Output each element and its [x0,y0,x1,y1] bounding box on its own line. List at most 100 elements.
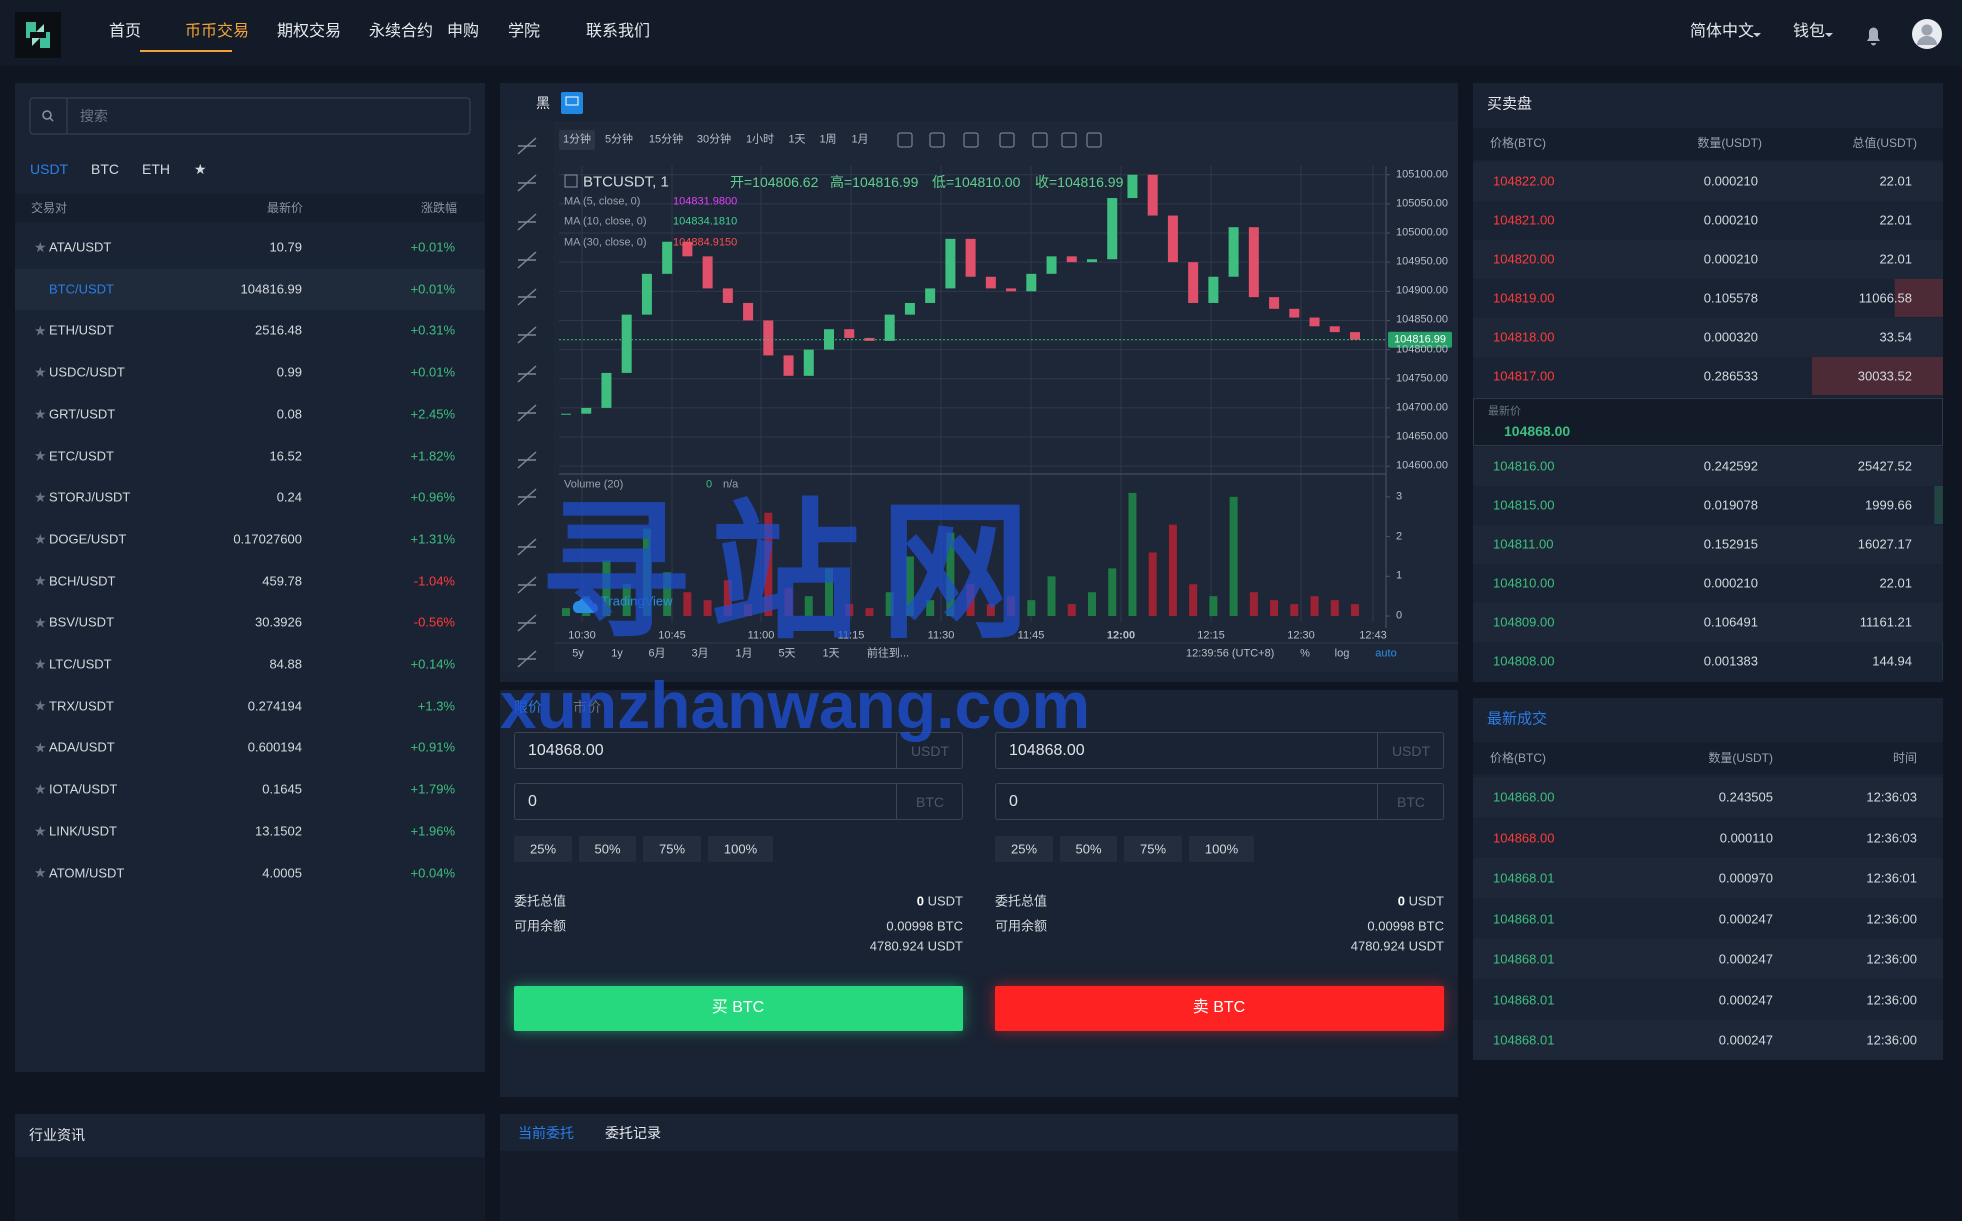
pair-name[interactable]: ETH/USDT [49,322,114,338]
percent-button[interactable] [1124,836,1182,862]
range-button[interactable]: 前往到... [866,647,910,660]
drawing-tool[interactable] [517,365,537,383]
pair-name[interactable]: ETC/USDT [49,448,114,463]
legend-toggle[interactable] [564,174,578,188]
toolbar-icon[interactable] [963,132,979,148]
favorite-star[interactable]: ★ [34,531,47,547]
order-type-tab[interactable]: 限价 [514,699,542,715]
drawing-tool[interactable] [517,538,537,556]
drawing-tool[interactable] [517,213,537,231]
form-input[interactable] [995,783,1444,820]
scale-option[interactable]: auto [1375,647,1397,660]
favorite-star[interactable]: ★ [34,489,47,505]
drawing-tool[interactable] [517,288,537,306]
favorite-star[interactable]: ★ [34,614,47,630]
favorite-star[interactable]: ★ [34,322,47,338]
wallet-menu[interactable]: 钱包 [1793,23,1826,40]
pair-name[interactable]: BCH/USDT [49,573,116,589]
drawing-tool[interactable] [517,174,537,192]
pair-name[interactable]: LINK/USDT [49,823,117,839]
range-button[interactable]: 1天 [822,647,840,660]
drawing-tool[interactable] [517,650,537,668]
interval-button[interactable]: 1月 [851,133,869,146]
pair-name[interactable]: DOGE/USDT [49,531,127,547]
market-tab[interactable]: BTC [91,161,119,177]
interval-button[interactable]: 1天 [788,133,806,146]
range-button[interactable]: 6月 [648,647,666,660]
market-tab[interactable]: USDT [30,161,69,177]
favorite-star[interactable]: ★ [34,823,47,839]
toolbar-icon[interactable] [1032,132,1048,148]
nav-item[interactable]: 永续合约 [369,23,434,40]
drawing-tool[interactable] [517,451,537,469]
nav-item[interactable]: 联系我们 [586,23,651,40]
toolbar-icon[interactable] [999,132,1015,148]
pair-name[interactable]: LTC/USDT [49,656,112,672]
interval-button[interactable]: 5分钟 [604,133,634,146]
form-input[interactable] [514,783,963,820]
pair-name[interactable]: ATA/USDT [49,239,112,255]
favorite-star[interactable]: ★ [34,739,47,755]
percent-button[interactable] [1060,836,1117,862]
nav-item[interactable]: 学院 [508,23,541,40]
form-input[interactable] [514,732,963,769]
interval-button[interactable]: 1分钟 [562,133,592,146]
percent-button[interactable] [708,836,773,862]
drawing-tool[interactable] [517,576,537,594]
toolbar-icon[interactable] [1061,132,1077,148]
scale-option[interactable]: log [1334,647,1350,660]
favorite-star[interactable]: ★ [34,239,47,255]
nav-item[interactable]: 期权交易 [277,23,342,40]
pair-name[interactable]: BTC/USDT [49,281,114,297]
favorite-star[interactable]: ★ [34,865,47,881]
pair-name[interactable]: STORJ/USDT [49,489,131,505]
toolbar-icon[interactable] [897,132,913,148]
market-tab[interactable]: ★ [194,161,207,177]
drawing-tool[interactable] [517,488,537,506]
percent-button[interactable] [995,836,1053,862]
form-input[interactable] [995,732,1444,769]
percent-button[interactable] [514,836,572,862]
search-box[interactable] [29,97,471,135]
interval-button[interactable]: 1周 [819,133,837,146]
favorite-star[interactable]: ★ [34,364,47,380]
nav-item[interactable]: 申购 [447,23,480,40]
drawing-tool[interactable] [517,251,537,269]
range-button[interactable]: 5天 [778,647,796,660]
pair-name[interactable]: ATOM/USDT [49,865,125,880]
sell-button[interactable] [995,986,1444,1031]
drawing-tool[interactable] [517,326,537,344]
pair-name[interactable]: BSV/USDT [49,614,115,630]
favorite-star[interactable]: ★ [34,698,47,714]
pair-name[interactable]: USDC/USDT [49,364,125,380]
range-button[interactable]: 3月 [691,647,709,660]
orders-tab[interactable]: 当前委托 [518,1125,574,1141]
range-button[interactable]: 1月 [735,647,753,660]
interval-button[interactable]: 15分钟 [648,133,684,146]
toolbar-icon[interactable] [1086,132,1102,148]
pair-name[interactable]: IOTA/USDT [49,781,118,797]
logo[interactable] [15,12,61,58]
pair-name[interactable]: ADA/USDT [49,739,115,755]
favorite-star[interactable]: ★ [34,573,47,589]
percent-button[interactable] [1189,836,1254,862]
percent-button[interactable] [579,836,636,862]
orders-tab[interactable]: 委托记录 [605,1125,661,1141]
drawing-tool[interactable] [517,404,537,422]
range-button[interactable]: 5y [572,647,584,660]
language-select[interactable]: 简体中文 [1690,23,1755,40]
buy-button[interactable] [514,986,963,1031]
favorite-star[interactable]: ★ [34,448,47,464]
drawing-tool[interactable] [517,614,537,632]
favorite-star[interactable]: ★ [34,406,47,422]
pair-name[interactable]: TRX/USDT [49,698,114,714]
drawing-tool[interactable] [517,137,537,155]
range-button[interactable]: 1y [611,647,623,660]
interval-button[interactable]: 1小时 [745,133,775,146]
notification-bell[interactable] [1867,27,1880,46]
favorite-star[interactable]: ★ [34,781,47,797]
order-type-tab[interactable]: 市价 [573,699,601,715]
pair-name[interactable]: GRT/USDT [49,406,116,422]
theme-toggle[interactable]: 黑 [536,95,550,111]
toolbar-icon[interactable] [929,132,945,148]
